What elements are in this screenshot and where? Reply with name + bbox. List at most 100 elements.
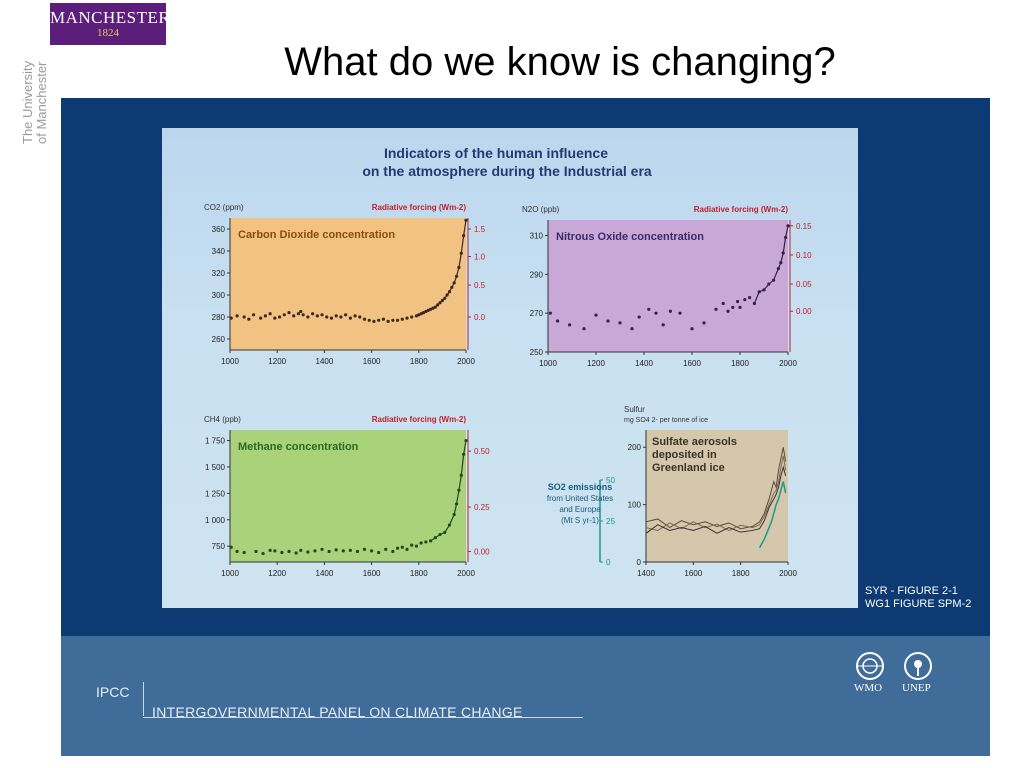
y-tick-label: 1 000 [205, 516, 226, 525]
data-point [726, 309, 730, 313]
data-point [395, 318, 400, 322]
y-axis-label-units: mg SO4 2- per tonne of ice [624, 417, 708, 424]
data-point [273, 549, 277, 553]
x-tick-label: 1600 [363, 569, 381, 578]
data-point [377, 318, 381, 322]
data-point [287, 549, 291, 554]
data-point [386, 319, 390, 323]
ipcc-divider-vertical [143, 682, 144, 716]
y-axis-label: Sulfur [624, 405, 645, 414]
data-point [242, 315, 246, 319]
data-point [254, 549, 258, 554]
y-tick-label: 340 [212, 247, 226, 256]
right-tick-label: 0.10 [796, 251, 812, 260]
x-tick-label: 1800 [732, 569, 750, 578]
data-point [229, 316, 233, 320]
data-point [263, 314, 267, 318]
data-point [299, 548, 303, 552]
data-point [296, 312, 301, 316]
data-point [405, 316, 409, 320]
x-tick-label: 1400 [316, 569, 334, 578]
data-point [235, 549, 239, 554]
so2-label-line: SO2 emissions [548, 482, 613, 492]
right-axis-label: Radiative forcing (Wm-2) [694, 205, 789, 214]
data-point [661, 323, 665, 327]
data-point [690, 327, 694, 331]
figure-reference: SYR - FIGURE 2-1 WG1 FIGURE SPM-2 [865, 585, 971, 611]
data-point [259, 316, 263, 320]
x-tick-label: 1600 [363, 357, 381, 366]
so2-label-line: and Europe [559, 505, 601, 514]
plot-title-line: deposited in [652, 449, 717, 461]
data-point [362, 317, 367, 321]
data-point [299, 309, 303, 314]
logo-year: 1824 [97, 27, 119, 39]
data-point [678, 311, 682, 315]
plot-title: Nitrous Oxide concentration [556, 231, 704, 243]
y-tick-label: 1 500 [205, 463, 226, 472]
x-tick-label: 1000 [221, 357, 239, 366]
data-point [320, 547, 324, 551]
data-point [355, 549, 360, 554]
figure-reference-line1: SYR - FIGURE 2-1 [865, 585, 958, 597]
x-tick-label: 1800 [731, 359, 749, 368]
data-point [358, 315, 362, 319]
right-tick-label: 0.50 [474, 447, 490, 456]
y-axis-label: CO2 (ppm) [204, 203, 244, 212]
ipcc-full-name: INTERGOVERNMENTAL PANEL ON CLIMATE CHANG… [152, 704, 523, 720]
data-point [242, 550, 246, 555]
data-point [668, 309, 673, 313]
data-point [306, 315, 310, 319]
right-tick-label: 0.0 [474, 313, 486, 322]
data-point [292, 314, 296, 318]
plot-background [548, 220, 788, 352]
data-point [268, 312, 272, 316]
data-point [702, 321, 706, 325]
y-tick-label: 360 [212, 225, 226, 234]
series-line-1 [645, 447, 787, 530]
data-point [410, 315, 414, 319]
data-point [748, 296, 752, 300]
data-point [277, 315, 282, 319]
data-point [268, 548, 272, 552]
data-point [548, 311, 553, 315]
recent-trend-line [430, 440, 467, 542]
logo-text: MANCHESTER [50, 8, 171, 27]
x-tick-label: 2000 [779, 359, 797, 368]
data-point [381, 317, 385, 321]
data-point [786, 224, 790, 228]
y-tick-label: 280 [212, 313, 226, 322]
x-tick-label: 1400 [637, 569, 655, 578]
plot-background [230, 430, 466, 562]
y-tick-label: 310 [530, 232, 544, 241]
data-point [311, 312, 315, 316]
y-tick-label: 100 [628, 501, 642, 510]
data-point [353, 314, 357, 318]
y-tick-label: 250 [530, 348, 544, 357]
plot-title: Methane concentration [238, 441, 359, 453]
figure-heading-line2: on the atmosphere during the Industrial … [362, 163, 652, 179]
data-point [320, 313, 324, 317]
y-tick-label: 290 [530, 270, 544, 279]
x-tick-label: 1800 [410, 569, 428, 578]
data-point [377, 550, 381, 555]
right-tick-label: 0.00 [474, 547, 490, 556]
so2-tick-label: 25 [606, 517, 615, 526]
data-point [414, 544, 419, 548]
y-tick-label: 300 [212, 291, 226, 300]
x-tick-label: 1200 [587, 359, 605, 368]
series-line-3 [645, 465, 787, 534]
right-axis-label: Radiative forcing (Wm-2) [372, 203, 467, 212]
right-tick-label: 0.5 [474, 281, 486, 290]
chart-1: Carbon Dioxide concentration 1000 1200 1400… [204, 203, 486, 366]
data-point [618, 321, 622, 325]
right-axis-label: Radiative forcing (Wm-2) [372, 415, 467, 424]
data-point [273, 316, 277, 320]
x-tick-label: 1200 [268, 357, 286, 366]
chart-3: Methane concentration 1000 1200 1400 1600 180… [204, 415, 490, 578]
right-tick-label: 0.00 [796, 307, 812, 316]
chart-2: Nitrous Oxide concentration 1000 1200 1400 1… [522, 205, 812, 368]
data-point [301, 313, 305, 317]
x-tick-label: 1800 [410, 357, 428, 366]
